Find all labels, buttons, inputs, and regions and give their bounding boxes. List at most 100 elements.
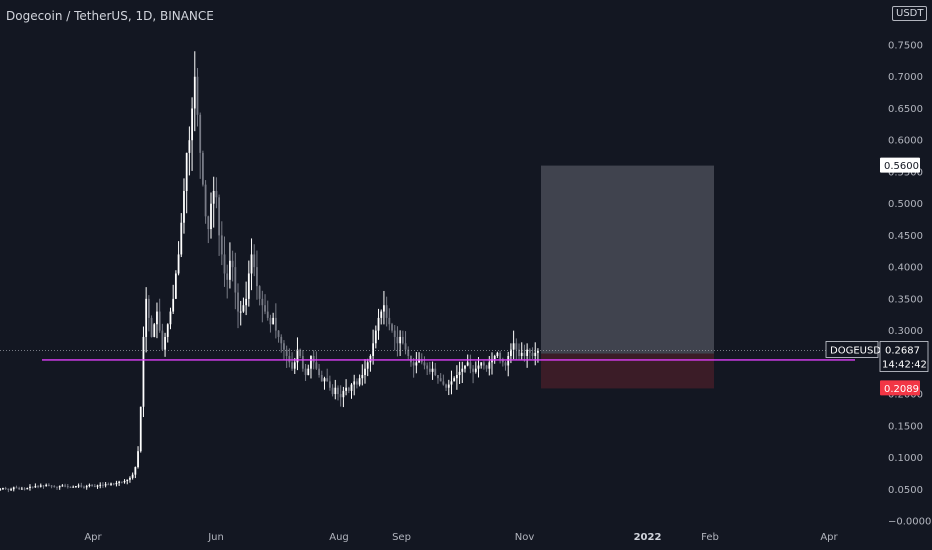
candle-body xyxy=(4,487,7,489)
candle-body xyxy=(64,485,66,487)
time-axis[interactable]: Apr Jun Aug Sep Nov 2022 Feb Apr xyxy=(84,532,838,543)
candle-body xyxy=(134,467,137,475)
candle-body xyxy=(85,486,88,488)
chart-title[interactable]: Dogecoin / TetherUS, 1D, BINANCE xyxy=(6,9,214,23)
candle-body xyxy=(334,387,337,395)
candle-body xyxy=(320,375,323,382)
candle-body xyxy=(264,305,266,312)
candle-body xyxy=(423,362,426,366)
candle-body xyxy=(256,267,258,287)
candle-body xyxy=(93,486,96,488)
candle-body xyxy=(237,292,239,312)
candle-body xyxy=(23,488,26,490)
price-tick-label: 0.5500 xyxy=(888,167,923,178)
candle-body xyxy=(501,359,504,363)
candle-body xyxy=(61,485,64,487)
candle-body xyxy=(420,359,423,363)
candle-body xyxy=(99,484,102,486)
candle-body xyxy=(301,355,304,369)
candle-body xyxy=(153,324,156,337)
candle-body xyxy=(37,486,39,488)
candle-body xyxy=(139,406,142,452)
candle-body xyxy=(10,489,12,491)
candle-body xyxy=(288,355,291,363)
candle-body xyxy=(369,355,372,363)
candle-body xyxy=(531,352,534,356)
candle-body xyxy=(120,481,123,483)
candle-body xyxy=(239,311,242,313)
candle-body xyxy=(337,387,339,395)
candle-body xyxy=(245,298,248,306)
candle-body xyxy=(204,184,207,217)
candle-body xyxy=(31,486,34,488)
candle-body xyxy=(229,260,231,280)
candle-body xyxy=(388,317,391,325)
stop-price-label: 0.2089 xyxy=(884,384,919,395)
currency-badge[interactable]: USDT xyxy=(892,6,928,21)
price-tick-label: 0.7500 xyxy=(888,41,923,52)
candle-body xyxy=(426,365,429,369)
target-price-label: 0.5600 xyxy=(884,161,919,172)
candle-body xyxy=(296,349,299,363)
time-tick-label: Nov xyxy=(515,532,535,543)
candle-body xyxy=(261,298,264,306)
candle-body xyxy=(318,368,320,376)
candle-body xyxy=(461,368,464,372)
candle-body xyxy=(226,273,229,280)
candle-body xyxy=(188,140,191,153)
candle-body xyxy=(88,484,91,487)
candle-body xyxy=(407,349,410,356)
candle-body xyxy=(477,365,480,369)
candle-body xyxy=(283,343,285,350)
candle-body xyxy=(107,484,110,486)
candle-body xyxy=(137,451,139,468)
candle-body xyxy=(356,381,358,385)
candle-body xyxy=(29,486,31,488)
candle-body xyxy=(201,152,204,185)
candle-body xyxy=(183,190,185,223)
time-tick-label: Sep xyxy=(392,532,411,543)
candle-body xyxy=(504,362,507,366)
price-axis[interactable]: 0.7500 0.7000 0.6500 0.6000 0.5500 0.5000 0.45… xyxy=(888,41,931,528)
candle-body xyxy=(466,362,469,366)
candle-body xyxy=(220,235,223,255)
candle-body xyxy=(485,365,488,369)
candle-body xyxy=(493,355,496,360)
candle-body xyxy=(412,362,415,366)
candle-body xyxy=(358,378,361,385)
candle-body xyxy=(526,349,529,356)
candle-body xyxy=(299,349,302,356)
candle-body xyxy=(404,343,407,350)
candle-body xyxy=(47,484,50,486)
candle-body xyxy=(350,384,353,391)
symbol-label: DOGEUSDT xyxy=(830,345,888,356)
candle-body xyxy=(396,336,399,344)
candle-body xyxy=(7,488,10,490)
candle-body xyxy=(180,222,183,255)
candle-body xyxy=(310,355,312,369)
price-tick-label: 0.6500 xyxy=(888,104,923,115)
candle-body xyxy=(161,330,164,350)
candle-body xyxy=(458,371,461,376)
candle-body xyxy=(274,317,277,331)
candle-body xyxy=(258,286,261,299)
candle-body xyxy=(164,336,166,350)
candle-body xyxy=(102,484,104,486)
price-tick-label: 0.4500 xyxy=(888,231,923,242)
candle-body xyxy=(272,317,275,325)
target-price-label-bg xyxy=(880,157,920,173)
candle-body xyxy=(364,368,366,376)
candle-body xyxy=(147,298,150,318)
candle-body xyxy=(450,381,453,385)
candle-body xyxy=(418,359,420,363)
candle-body xyxy=(428,368,431,372)
candle-body xyxy=(515,343,518,350)
candle-body xyxy=(410,355,412,363)
price-tick-label: −0.0000 xyxy=(888,517,931,528)
time-tick-label: Apr xyxy=(820,532,838,543)
candle-body xyxy=(399,336,402,344)
candle-body xyxy=(56,486,58,488)
candle-body xyxy=(39,485,42,487)
